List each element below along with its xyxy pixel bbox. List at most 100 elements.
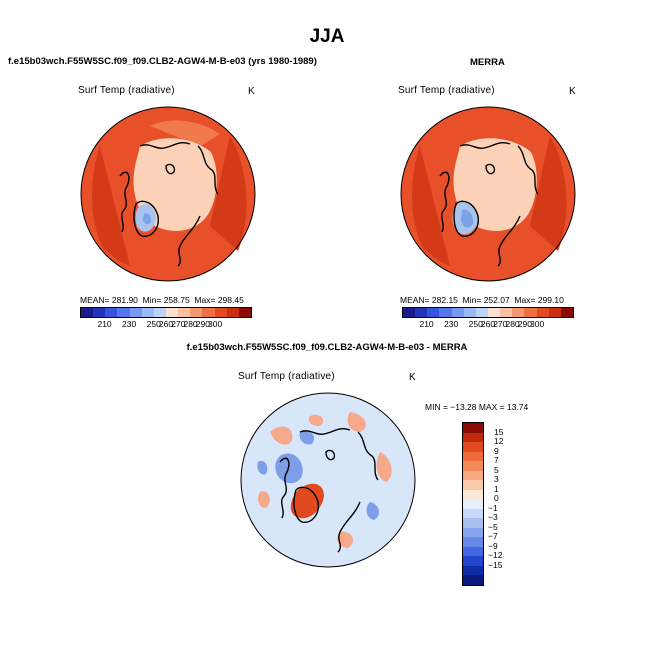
colorbar-tick-label: 290 bbox=[195, 319, 210, 329]
colorbar-box bbox=[117, 308, 130, 317]
colorbar-box bbox=[202, 308, 215, 317]
colorbar-box bbox=[463, 518, 483, 528]
colorbar-box bbox=[451, 308, 464, 317]
warm-land-west bbox=[92, 146, 130, 266]
colorbar-box bbox=[463, 423, 483, 433]
panel-2-colorbar: 210 230 250 260 270 280 290 300 bbox=[402, 307, 574, 329]
colorbar-box bbox=[403, 308, 416, 317]
colorbar-tick-label: −7 bbox=[488, 531, 498, 541]
panel-2-stats: MEAN= 282.15 Min= 252.07 Max= 299.10 bbox=[400, 295, 564, 305]
colorbar-boxes bbox=[462, 422, 484, 586]
colorbar-box bbox=[93, 308, 106, 317]
colorbar-tick-label: −9 bbox=[488, 540, 498, 551]
colorbar-tick-label: 12 bbox=[494, 436, 504, 446]
colorbar-box bbox=[463, 537, 483, 547]
greenland-warm-anomaly bbox=[290, 483, 324, 519]
map-border bbox=[80, 106, 256, 282]
colorbar-box bbox=[105, 308, 118, 317]
colorbar-box bbox=[153, 308, 166, 317]
colorbar-box bbox=[214, 308, 227, 317]
panel-1-variable: Surf Temp (radiative) bbox=[78, 85, 175, 96]
mean-value: 282.15 bbox=[431, 295, 458, 305]
panel-2-map bbox=[400, 106, 576, 282]
colorbar-box bbox=[524, 308, 537, 317]
min-value: 252.07 bbox=[483, 295, 510, 305]
colorbar-box bbox=[463, 432, 483, 442]
colorbar-box bbox=[463, 508, 483, 518]
max-label: Max= bbox=[194, 295, 216, 305]
colorbar-box bbox=[463, 442, 483, 452]
colorbar-boxes bbox=[402, 307, 574, 318]
colorbar-box bbox=[487, 308, 501, 317]
colorbar-tick-label: 230 bbox=[122, 319, 137, 329]
colorbar-box bbox=[463, 461, 483, 471]
colorbar-tick-label: 280 bbox=[183, 319, 198, 329]
min-value: 258.75 bbox=[163, 295, 190, 305]
colorbar-box bbox=[238, 308, 251, 317]
colorbar-ticks: 210 230 250 260 270 280 290 300 bbox=[80, 318, 252, 329]
colorbar-box bbox=[190, 308, 203, 317]
colorbar-box bbox=[165, 308, 179, 317]
panel-1-map bbox=[80, 106, 256, 282]
colorbar-tick-label: 1 bbox=[494, 483, 499, 494]
mean-label: MEAN= bbox=[80, 295, 110, 305]
panel-3-units: K bbox=[409, 372, 416, 383]
colorbar-tick-label: 15 bbox=[494, 426, 504, 437]
panel-2-units: K bbox=[569, 86, 576, 97]
colorbar-box bbox=[129, 308, 142, 317]
coastlines bbox=[439, 141, 539, 267]
panel-1-title: f.e15b03wch.F55W5SC.f09_f09.CLB2-AGW4-M-… bbox=[8, 56, 317, 67]
panel-3-colorbar bbox=[462, 422, 484, 586]
ocean-north bbox=[150, 120, 220, 146]
panel-2-variable: Surf Temp (radiative) bbox=[398, 85, 495, 96]
colorbar-box bbox=[500, 308, 513, 317]
colorbar-box bbox=[548, 308, 561, 317]
colorbar-tick-label: 7 bbox=[494, 455, 499, 465]
warm-land-east bbox=[530, 136, 567, 251]
colorbar-tick-label: 290 bbox=[517, 319, 532, 329]
colorbar-tick-label: −12 bbox=[488, 550, 503, 560]
panel-1-colorbar: 210 230 250 260 270 280 290 300 bbox=[80, 307, 252, 329]
colorbar-box bbox=[512, 308, 525, 317]
colorbar-tick-label: −3 bbox=[488, 512, 498, 522]
colorbar-tick-label: 250 bbox=[146, 319, 161, 329]
colorbar-box bbox=[439, 308, 452, 317]
polar-map-difference bbox=[240, 392, 416, 568]
min-label: Min= bbox=[462, 295, 482, 305]
mean-value: 281.90 bbox=[111, 295, 138, 305]
colorbar-box bbox=[141, 308, 154, 317]
colorbar-tick-label: −5 bbox=[488, 521, 498, 532]
colorbar-box bbox=[536, 308, 549, 317]
map-border bbox=[240, 392, 416, 568]
colorbar-box bbox=[415, 308, 428, 317]
panel-3-title: f.e15b03wch.F55W5SC.f09_f09.CLB2-AGW4-M-… bbox=[186, 342, 468, 353]
colorbar-box bbox=[427, 308, 440, 317]
colorbar-tick-label: 300 bbox=[530, 319, 545, 329]
mean-label: MEAN= bbox=[400, 295, 430, 305]
colorbar-box bbox=[178, 308, 191, 317]
colorbar-tick-label: 300 bbox=[208, 319, 223, 329]
greenland-interior bbox=[461, 209, 474, 228]
colorbar-box bbox=[463, 575, 483, 585]
min-label: Min= bbox=[142, 295, 162, 305]
max-value: 299.10 bbox=[537, 295, 564, 305]
colorbar-tick-label: −1 bbox=[488, 502, 498, 513]
panel-3-stats: MIN = −13.28 MAX = 13.74 bbox=[425, 402, 529, 412]
polar-map-merra bbox=[400, 106, 576, 282]
coastlines bbox=[119, 141, 219, 267]
colorbar-tick-label: 210 bbox=[419, 319, 434, 329]
panel-1-stats: MEAN= 281.90 Min= 258.75 Max= 298.45 bbox=[80, 295, 244, 305]
colorbar-tick-label: −15 bbox=[488, 559, 503, 570]
colorbar-box bbox=[463, 489, 483, 499]
figure-title: JJA bbox=[309, 26, 345, 47]
colorbar-box bbox=[226, 308, 239, 317]
warm-land-west bbox=[412, 146, 450, 266]
colorbar-box bbox=[463, 546, 483, 556]
colorbar-tick-label: 270 bbox=[171, 319, 186, 329]
colorbar-box bbox=[463, 556, 483, 566]
panel-3-colorbar-ticks: 15 12 9 7 5 3 1 0 −1 −3 −5 −7 −9 −12 −15 bbox=[488, 422, 528, 587]
colorbar-tick-label: 280 bbox=[505, 319, 520, 329]
colorbar-box bbox=[475, 308, 488, 317]
colorbar-box bbox=[463, 308, 476, 317]
colorbar-tick-label: 260 bbox=[480, 319, 496, 329]
